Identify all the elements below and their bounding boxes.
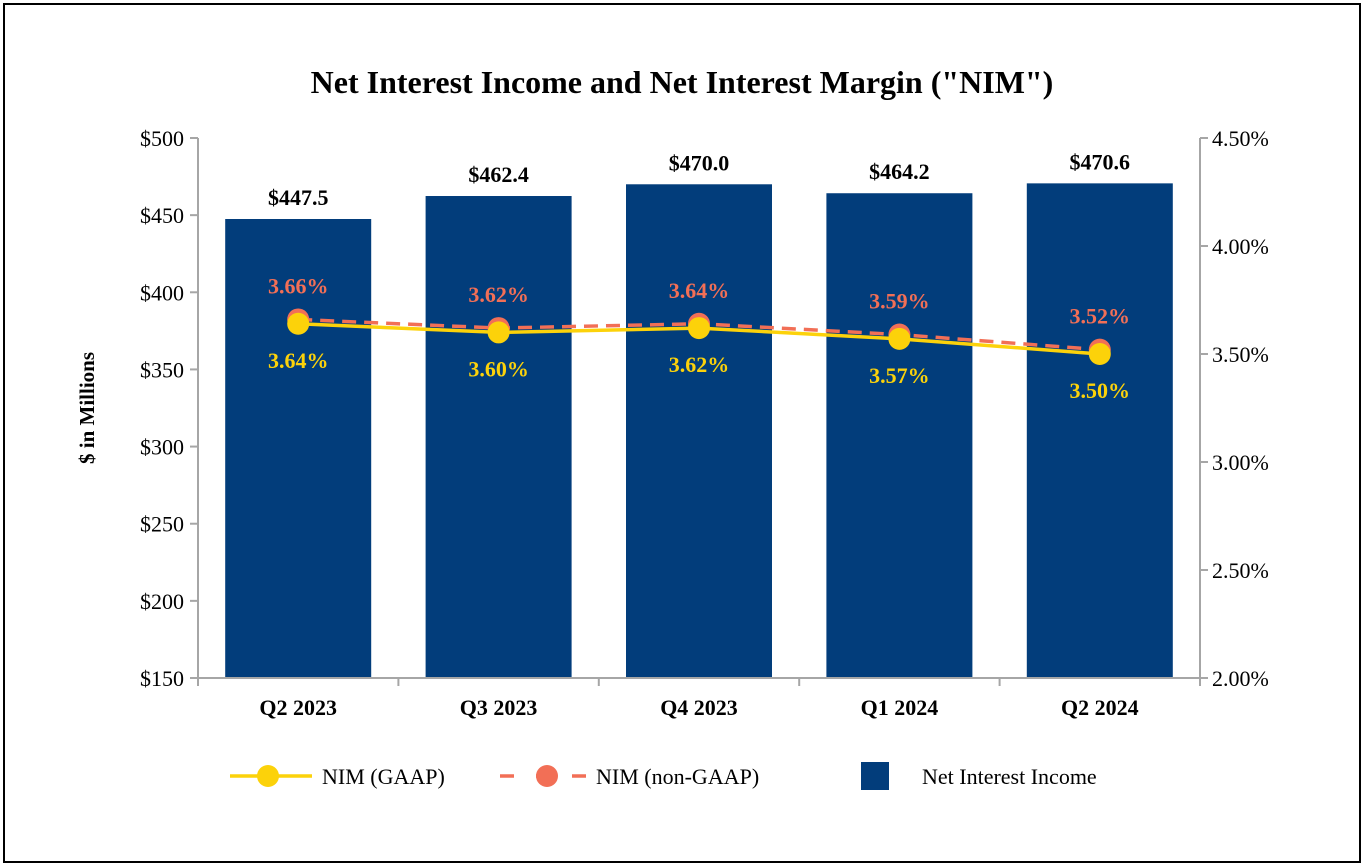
point-data-label: 3.66% xyxy=(268,273,329,298)
point-nim-gaap xyxy=(287,312,310,335)
x-tick-label: Q4 2023 xyxy=(660,695,738,720)
chart-title: Net Interest Income and Net Interest Mar… xyxy=(311,64,1054,100)
bar-data-label: $470.0 xyxy=(669,150,730,175)
y2-tick-label: 3.00% xyxy=(1212,450,1269,475)
point-nim-gaap xyxy=(487,321,510,344)
legend-nim-non-gaap-marker xyxy=(536,765,558,787)
point-nim-gaap xyxy=(1088,343,1111,365)
legend-nim-gaap-label: NIM (GAAP) xyxy=(322,764,445,789)
bar-data-label: $447.5 xyxy=(268,185,329,210)
x-tick-label: Q1 2024 xyxy=(861,695,939,720)
point-nim-gaap xyxy=(888,327,911,350)
bar-data-label: $464.2 xyxy=(869,159,930,184)
bar-q2-2023 xyxy=(225,219,372,678)
y-tick-label: $150 xyxy=(140,666,184,691)
y-tick-label: $500 xyxy=(140,126,184,151)
y2-tick-label: 4.00% xyxy=(1212,234,1269,259)
point-data-label: 3.50% xyxy=(1070,378,1131,403)
legend-net-interest-income-label: Net Interest Income xyxy=(922,764,1097,789)
y2-tick-label: 4.50% xyxy=(1212,126,1269,151)
y-tick-label: $400 xyxy=(140,280,184,305)
point-data-label: 3.62% xyxy=(468,282,529,307)
legend-nim-gaap-marker xyxy=(257,765,279,787)
y-tick-label: $200 xyxy=(140,589,184,614)
bar-q1-2024 xyxy=(826,193,973,678)
x-tick-label: Q3 2023 xyxy=(460,695,538,720)
point-data-label: 3.52% xyxy=(1070,304,1131,329)
y-tick-label: $450 xyxy=(140,203,184,228)
point-data-label: 3.64% xyxy=(268,348,329,373)
y-tick-label: $350 xyxy=(140,357,184,382)
y-tick-label: $250 xyxy=(140,512,184,537)
x-tick-label: Q2 2024 xyxy=(1061,695,1139,720)
y-tick-label: $300 xyxy=(140,435,184,460)
y2-tick-label: 3.50% xyxy=(1212,342,1269,367)
point-data-label: 3.60% xyxy=(468,356,529,381)
legend-net-interest-income-swatch xyxy=(861,762,889,790)
point-data-label: 3.59% xyxy=(869,289,930,314)
point-data-label: 3.57% xyxy=(869,363,930,388)
y-axis-label: $ in Millions xyxy=(75,352,99,464)
point-nim-gaap xyxy=(688,317,710,340)
y2-tick-label: 2.50% xyxy=(1212,558,1269,583)
point-data-label: 3.64% xyxy=(669,278,730,303)
legend-nim-non-gaap-label: NIM (non-GAAP) xyxy=(596,764,759,789)
bar-q4-2023 xyxy=(626,184,772,679)
bar-q2-2024 xyxy=(1026,183,1173,679)
x-tick-label: Q2 2023 xyxy=(259,695,337,720)
y2-tick-label: 2.00% xyxy=(1212,666,1269,691)
bar-data-label: $470.6 xyxy=(1070,149,1131,174)
bar-data-label: $462.4 xyxy=(468,162,529,187)
bar-q3-2023 xyxy=(425,196,572,679)
point-data-label: 3.62% xyxy=(669,352,730,377)
chart-frame xyxy=(3,3,1361,863)
